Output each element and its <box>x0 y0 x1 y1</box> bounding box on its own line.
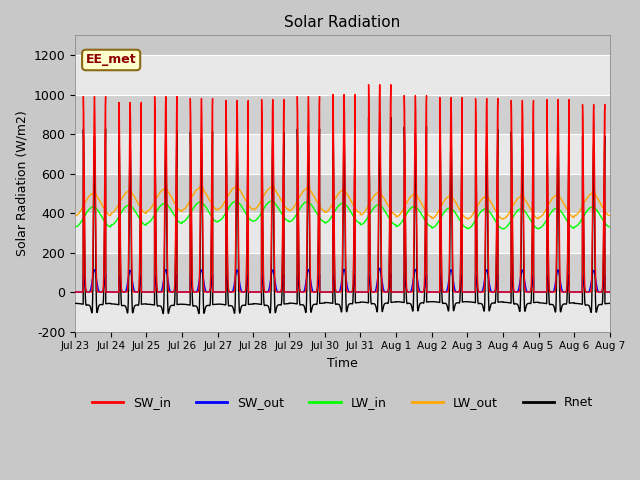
Bar <box>75 292 610 332</box>
SW_out <box>323 289 330 295</box>
Rnet <box>433 299 440 305</box>
SW_in <box>606 289 614 295</box>
LW_in <box>605 224 613 229</box>
LW_out <box>433 212 440 217</box>
SW_in <box>168 289 175 295</box>
Bar <box>75 134 610 174</box>
Rnet <box>168 302 175 308</box>
SW_out <box>463 289 470 295</box>
LW_in <box>493 220 500 226</box>
LW_in <box>268 198 275 204</box>
Line: SW_in: SW_in <box>75 84 610 292</box>
SW_out <box>493 281 500 287</box>
SW_in <box>365 82 372 87</box>
LW_in <box>463 225 470 230</box>
LW_in <box>168 207 175 213</box>
SW_out <box>433 289 440 295</box>
Bar <box>75 55 610 95</box>
Rnet <box>493 224 500 229</box>
Bar <box>75 95 610 134</box>
Y-axis label: Solar Radiation (W/m2): Solar Radiation (W/m2) <box>15 110 28 256</box>
Legend: SW_in, SW_out, LW_in, LW_out, Rnet: SW_in, SW_out, LW_in, LW_out, Rnet <box>87 391 598 414</box>
SW_in <box>493 217 500 223</box>
Bar <box>75 252 610 292</box>
LW_in <box>71 224 79 230</box>
LW_out <box>605 213 613 218</box>
LW_in <box>433 221 440 227</box>
SW_out <box>168 289 175 295</box>
SW_in <box>433 289 440 295</box>
SW_out <box>376 265 383 271</box>
Line: Rnet: Rnet <box>75 117 610 313</box>
Rnet <box>159 311 167 316</box>
Rnet <box>605 300 613 306</box>
LW_out <box>168 194 175 200</box>
Title: Solar Radiation: Solar Radiation <box>284 15 401 30</box>
LW_in <box>323 220 330 226</box>
SW_in <box>605 289 613 295</box>
Rnet <box>71 300 79 306</box>
Rnet <box>606 300 614 306</box>
LW_out <box>463 216 471 222</box>
LW_out <box>463 215 470 221</box>
SW_out <box>606 289 614 295</box>
LW_out <box>606 213 614 218</box>
SW_in <box>323 289 330 295</box>
Text: EE_met: EE_met <box>86 53 136 66</box>
Bar <box>75 174 610 213</box>
SW_in <box>71 289 79 295</box>
LW_in <box>499 226 507 232</box>
LW_in <box>606 224 614 230</box>
X-axis label: Time: Time <box>327 357 358 370</box>
SW_out <box>71 289 79 295</box>
Rnet <box>463 299 470 304</box>
Rnet <box>323 300 330 305</box>
Bar <box>75 213 610 252</box>
LW_out <box>71 213 79 218</box>
SW_out <box>605 289 613 295</box>
Line: LW_in: LW_in <box>75 201 610 229</box>
LW_out <box>323 209 330 215</box>
SW_in <box>463 289 470 295</box>
LW_out <box>233 181 241 187</box>
LW_out <box>493 208 500 214</box>
Line: LW_out: LW_out <box>75 184 610 219</box>
Rnet <box>387 114 395 120</box>
Line: SW_out: SW_out <box>75 268 610 292</box>
